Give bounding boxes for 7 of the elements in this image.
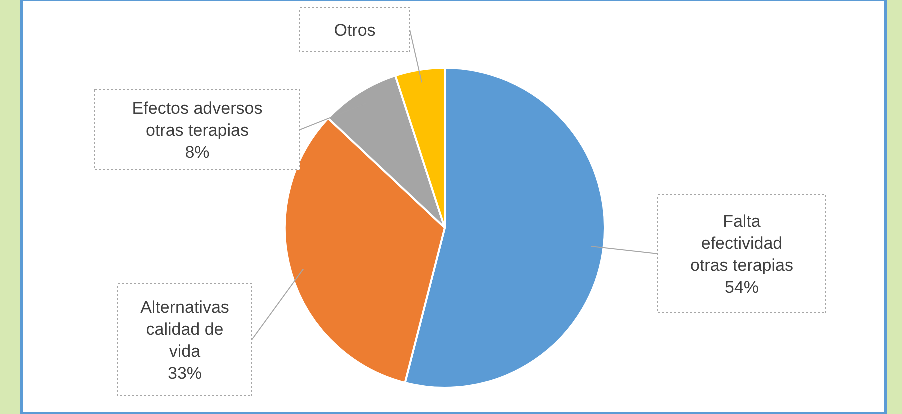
slice-label: Falta efectividad otras terapias — [690, 212, 794, 275]
data-label: 8% — [185, 142, 210, 162]
slice-label: Alternativas calidad de vida — [140, 298, 230, 361]
legend-label: Efectos adversos otras terapias — [132, 98, 263, 140]
slice-label: Otros — [334, 20, 376, 40]
data-label: 33% — [168, 364, 202, 383]
data-label: 54% — [724, 278, 760, 297]
